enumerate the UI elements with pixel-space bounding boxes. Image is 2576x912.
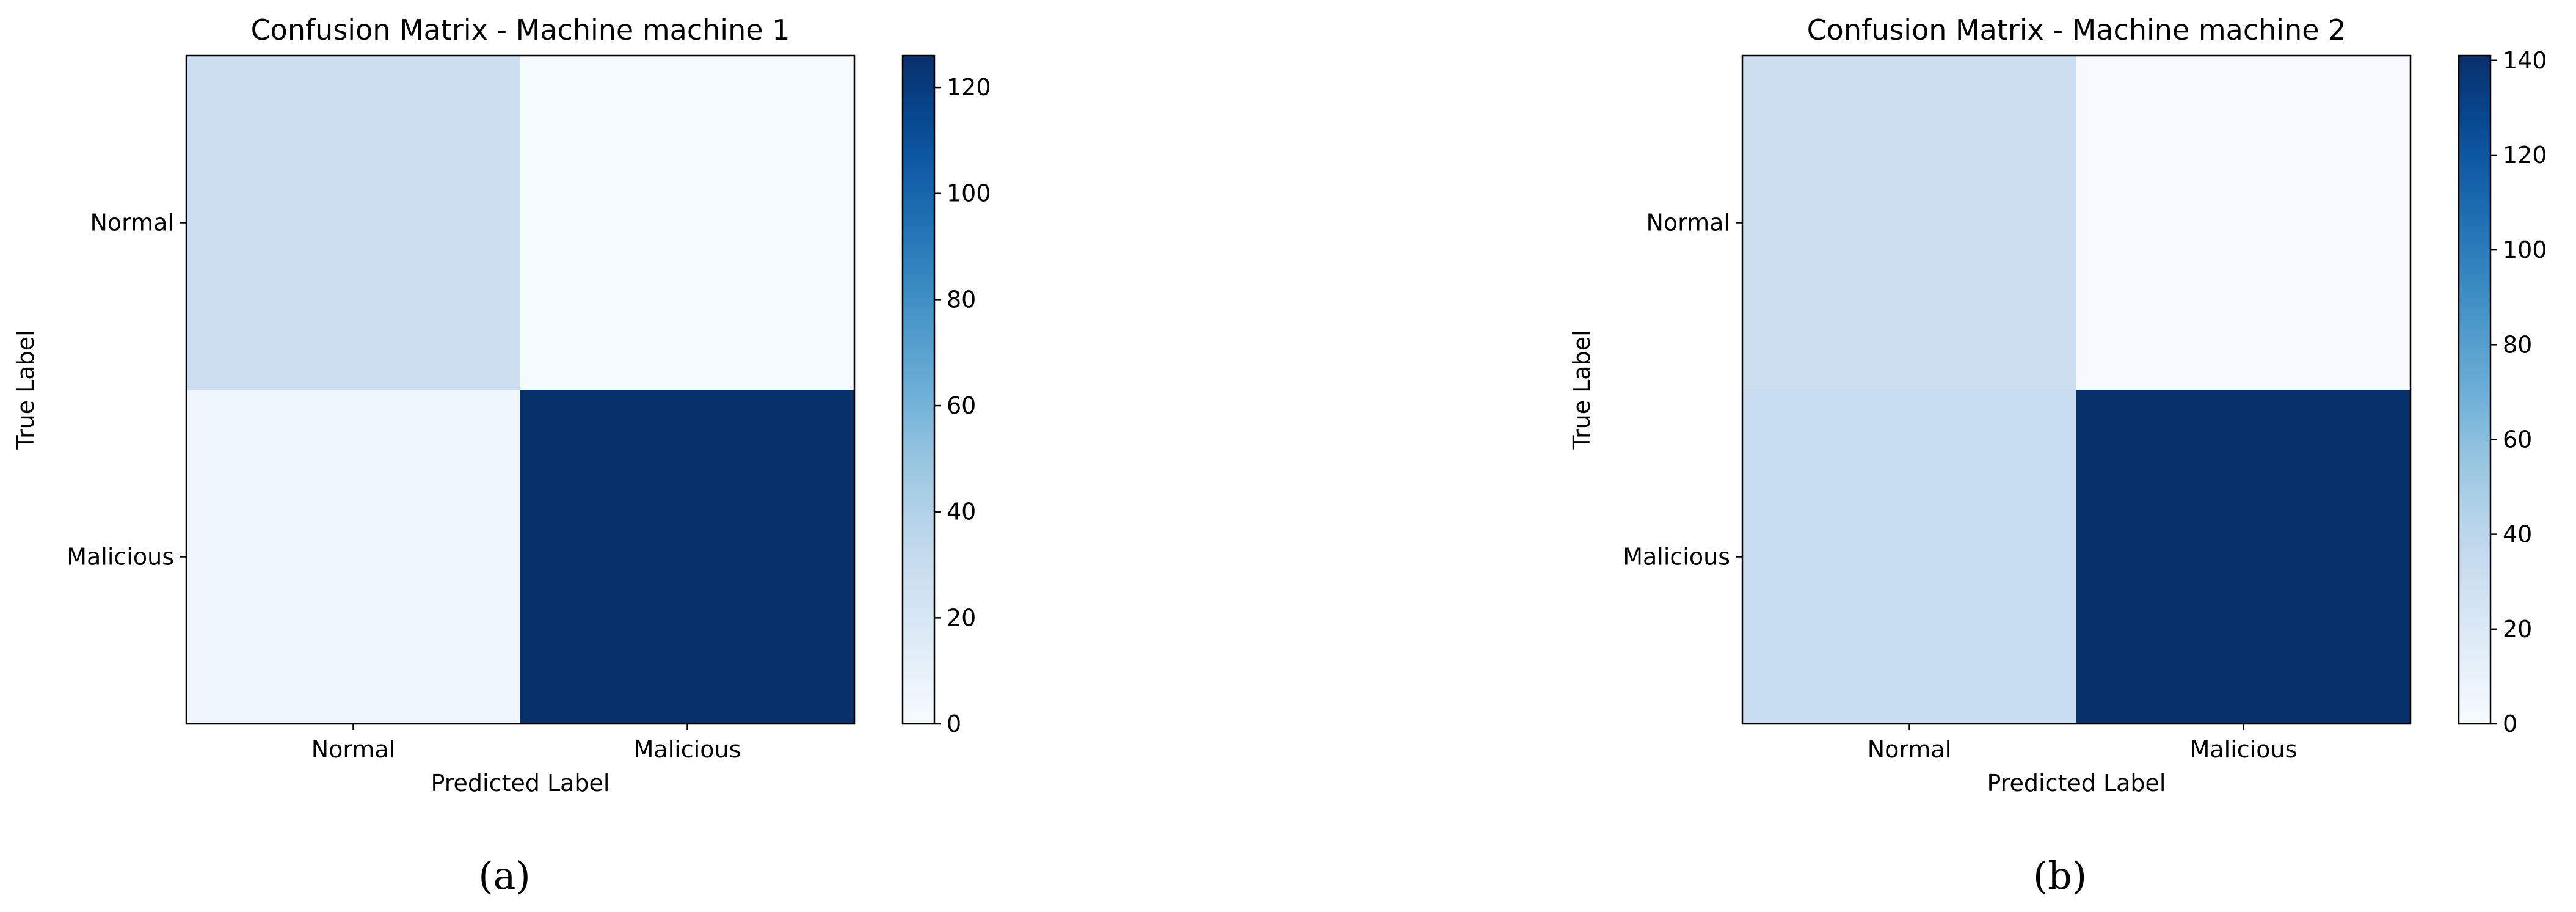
colorbar-tick-label: 100 [947,180,991,207]
y-axis-label: True Label [12,330,39,450]
heatmap-cell [2076,56,2411,390]
x-tick-label: Normal [311,736,396,763]
plot-frame [185,54,856,725]
colorbar-tick-label: 120 [947,74,991,101]
confusion-matrix-panel-2: Confusion Matrix - Machine machine 2 Norm… [1568,13,2547,898]
colorbar-tick-label: 40 [2503,521,2532,548]
colorbar-tick-label: 80 [2503,331,2532,358]
x-axis-label: Predicted Label [431,770,610,797]
plot-frame [1741,54,2412,725]
heatmap-cell [186,390,521,724]
colorbar-tick-label: 80 [947,286,976,313]
heatmap-cell [1742,56,2077,390]
y-axis-label: True Label [1568,330,1595,450]
colorbar-tick-label: 60 [2503,426,2532,453]
colorbar-tick-label: 60 [947,392,976,419]
colorbar-tick-label: 100 [2503,236,2547,263]
y-tick-label: Normal [1646,210,1731,236]
colorbar-tick-label: 0 [947,710,961,737]
x-axis-label: Predicted Label [1987,770,2166,797]
colorbar-frame [2458,54,2492,725]
y-tick-label: Malicious [1623,544,1730,571]
colorbar-frame [901,54,936,725]
colorbar [2459,56,2490,724]
heatmap-cell [1742,390,2077,724]
heatmap-cell [520,390,855,724]
y-tick-label: Normal [90,210,175,236]
panel-caption: (a) [478,853,530,898]
y-tick-label: Malicious [67,544,174,571]
chart-title: Confusion Matrix - Machine machine 1 [251,13,790,46]
x-tick-label: Normal [1868,736,1952,763]
confusion-matrix-panel-1: Confusion Matrix - Machine machine 1 Norm… [12,13,991,898]
panel-caption: (b) [2033,853,2087,898]
colorbar-tick-label: 20 [947,604,976,631]
heatmap-cell [2076,390,2411,724]
colorbar-tick-label: 20 [2503,616,2532,643]
heatmap-cell [186,56,521,390]
colorbar-tick-label: 0 [2503,710,2517,737]
heatmap-cell [520,56,855,390]
colorbar-tick-label: 140 [2503,47,2547,74]
x-tick-label: Malicious [634,736,741,763]
colorbar-tick-label: 40 [947,498,976,525]
x-tick-label: Malicious [2190,736,2298,763]
colorbar [903,56,934,724]
colorbar-tick-label: 120 [2503,142,2547,169]
chart-title: Confusion Matrix - Machine machine 2 [1807,13,2346,46]
